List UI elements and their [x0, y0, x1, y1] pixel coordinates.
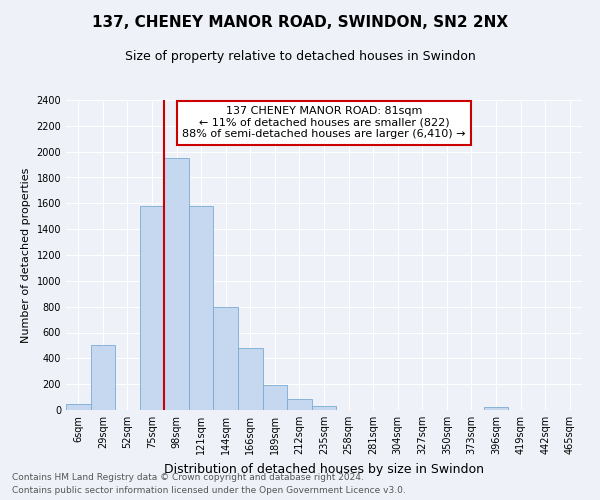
Text: 137 CHENEY MANOR ROAD: 81sqm
← 11% of detached houses are smaller (822)
88% of s: 137 CHENEY MANOR ROAD: 81sqm ← 11% of de…	[182, 106, 466, 140]
Text: Contains HM Land Registry data © Crown copyright and database right 2024.: Contains HM Land Registry data © Crown c…	[12, 474, 364, 482]
Bar	[287, 399, 312, 410]
Bar	[164, 158, 189, 410]
Bar	[189, 206, 214, 410]
Text: Contains public sector information licensed under the Open Government Licence v3: Contains public sector information licen…	[12, 486, 406, 495]
Bar	[238, 348, 263, 410]
Text: 137, CHENEY MANOR ROAD, SWINDON, SN2 2NX: 137, CHENEY MANOR ROAD, SWINDON, SN2 2NX	[92, 15, 508, 30]
Text: Size of property relative to detached houses in Swindon: Size of property relative to detached ho…	[125, 50, 475, 63]
Bar	[484, 408, 508, 410]
X-axis label: Distribution of detached houses by size in Swindon: Distribution of detached houses by size …	[164, 462, 484, 475]
Bar	[91, 346, 115, 410]
Y-axis label: Number of detached properties: Number of detached properties	[21, 168, 31, 342]
Bar	[214, 306, 238, 410]
Bar	[312, 406, 336, 410]
Bar	[66, 404, 91, 410]
Bar	[263, 386, 287, 410]
Bar	[140, 206, 164, 410]
